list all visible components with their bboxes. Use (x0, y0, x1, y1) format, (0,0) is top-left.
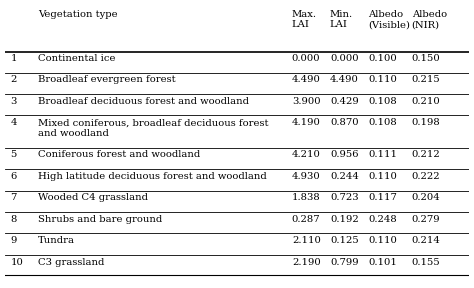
Text: 4.210: 4.210 (292, 151, 321, 160)
Text: Tundra: Tundra (38, 236, 75, 245)
Text: Wooded C4 grassland: Wooded C4 grassland (38, 194, 148, 202)
Text: 0.799: 0.799 (330, 258, 358, 267)
Text: 6: 6 (10, 172, 17, 181)
Text: 8: 8 (10, 215, 17, 224)
Text: 0.150: 0.150 (411, 54, 440, 63)
Text: 5: 5 (10, 151, 17, 160)
Text: Shrubs and bare ground: Shrubs and bare ground (38, 215, 163, 224)
Text: Broadleaf evergreen forest: Broadleaf evergreen forest (38, 75, 176, 84)
Text: Albedo
(Visible): Albedo (Visible) (368, 10, 410, 29)
Text: 2: 2 (10, 75, 17, 84)
Text: 0.000: 0.000 (292, 54, 320, 63)
Text: 0.110: 0.110 (368, 172, 397, 181)
Text: Min.
LAI: Min. LAI (330, 10, 353, 29)
Text: Continental ice: Continental ice (38, 54, 116, 63)
Text: 0.287: 0.287 (292, 215, 320, 224)
Text: 0.192: 0.192 (330, 215, 359, 224)
Text: 0.110: 0.110 (368, 236, 397, 245)
Text: 0.215: 0.215 (411, 75, 440, 84)
Text: 0.101: 0.101 (368, 258, 397, 267)
Text: 0.111: 0.111 (368, 151, 397, 160)
Text: 0.110: 0.110 (368, 75, 397, 84)
Text: 0.210: 0.210 (411, 97, 440, 106)
Text: 0.204: 0.204 (411, 194, 440, 202)
Text: 4.190: 4.190 (292, 118, 321, 127)
Text: Broadleaf deciduous forest and woodland: Broadleaf deciduous forest and woodland (38, 97, 249, 106)
Text: Albedo
(NIR): Albedo (NIR) (411, 10, 447, 29)
Text: 3.900: 3.900 (292, 97, 320, 106)
Text: 1.838: 1.838 (292, 194, 320, 202)
Text: 2.110: 2.110 (292, 236, 321, 245)
Text: Mixed coniferous, broadleaf deciduous forest
and woodland: Mixed coniferous, broadleaf deciduous fo… (38, 118, 269, 138)
Text: 0.279: 0.279 (411, 215, 440, 224)
Text: 0.125: 0.125 (330, 236, 359, 245)
Text: 0.108: 0.108 (368, 97, 397, 106)
Text: High latitude deciduous forest and woodland: High latitude deciduous forest and woodl… (38, 172, 267, 181)
Text: 0.956: 0.956 (330, 151, 358, 160)
Text: 0.222: 0.222 (411, 172, 440, 181)
Text: 0.723: 0.723 (330, 194, 358, 202)
Text: 1: 1 (10, 54, 17, 63)
Text: 7: 7 (10, 194, 17, 202)
Text: 0.212: 0.212 (411, 151, 440, 160)
Text: 10: 10 (10, 258, 23, 267)
Text: Max.
LAI: Max. LAI (292, 10, 317, 29)
Text: 4.930: 4.930 (292, 172, 320, 181)
Text: 9: 9 (10, 236, 17, 245)
Text: 0.214: 0.214 (411, 236, 440, 245)
Text: Vegetation type: Vegetation type (38, 10, 118, 19)
Text: 0.248: 0.248 (368, 215, 397, 224)
Text: 0.244: 0.244 (330, 172, 359, 181)
Text: 0.100: 0.100 (368, 54, 397, 63)
Text: 0.117: 0.117 (368, 194, 397, 202)
Text: 2.190: 2.190 (292, 258, 320, 267)
Text: 3: 3 (10, 97, 17, 106)
Text: Coniferous forest and woodland: Coniferous forest and woodland (38, 151, 201, 160)
Text: 0.198: 0.198 (411, 118, 440, 127)
Text: 4.490: 4.490 (292, 75, 321, 84)
Text: 0.155: 0.155 (411, 258, 440, 267)
Text: 4: 4 (10, 118, 17, 127)
Text: 4.490: 4.490 (330, 75, 359, 84)
Text: 0.429: 0.429 (330, 97, 359, 106)
Text: 0.870: 0.870 (330, 118, 358, 127)
Text: 0.000: 0.000 (330, 54, 358, 63)
Text: C3 grassland: C3 grassland (38, 258, 105, 267)
Text: 0.108: 0.108 (368, 118, 397, 127)
